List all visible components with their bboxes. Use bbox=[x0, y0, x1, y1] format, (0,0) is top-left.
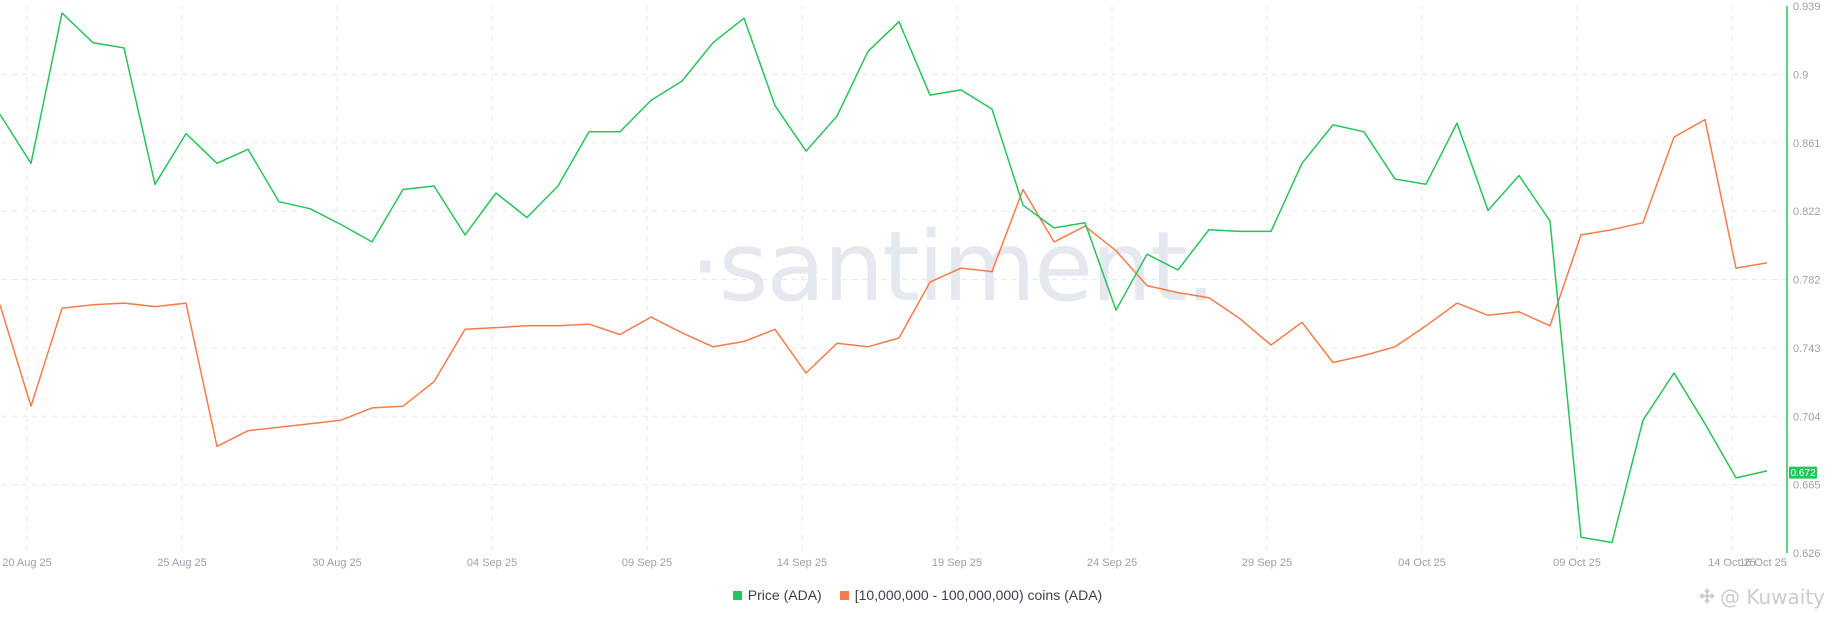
x-axis-ticks: 20 Aug 25 25 Aug 25 30 Aug 25 04 Sep 25 09 S… bbox=[2, 557, 1787, 569]
x-tick-label: 29 Sep 25 bbox=[1242, 557, 1292, 569]
y-tick-label: 0.9 bbox=[1793, 69, 1808, 81]
x-tick-label: 19 Sep 25 bbox=[932, 557, 982, 569]
santiment-watermark: ·santiment. bbox=[690, 211, 1214, 323]
x-tick-label: 14 Sep 25 bbox=[777, 557, 827, 569]
binance-logo-icon bbox=[1699, 588, 1715, 604]
price-line bbox=[0, 12, 1768, 544]
x-tick-label: 30 Aug 25 bbox=[312, 557, 362, 569]
legend-label-holders: [10,000,000 - 100,000,000) coins (ADA) bbox=[854, 587, 1103, 603]
last-price-tag-bg bbox=[1789, 466, 1817, 479]
y-tick-label: 0.939 bbox=[1793, 1, 1821, 13]
x-tick-label: 14 Oct 25 bbox=[1708, 557, 1756, 569]
y-axis-ticks: 0.626 0.665 0.704 0.743 0.782 0.822 0.861 0.9 0.… bbox=[1793, 1, 1821, 560]
legend-item-holders[interactable]: [10,000,000 - 100,000,000) coins (ADA) bbox=[839, 587, 1103, 603]
x-tick-label: 09 Sep 25 bbox=[622, 557, 672, 569]
last-price-tag-text: 0.672 bbox=[1790, 468, 1815, 479]
holders-line bbox=[0, 118, 1768, 448]
legend-item-price[interactable]: Price (ADA) bbox=[732, 587, 822, 603]
x-tick-label: 25 Aug 25 bbox=[157, 557, 207, 569]
last-price-tag: 0.672 bbox=[1789, 466, 1817, 479]
legend-swatch-holders bbox=[839, 590, 849, 600]
x-tick-label: 16 Oct 25 bbox=[1739, 557, 1787, 569]
y-tick-label: 0.743 bbox=[1793, 343, 1821, 355]
x-tick-label: 04 Oct 25 bbox=[1398, 557, 1446, 569]
x-tick-label: 20 Aug 25 bbox=[2, 557, 52, 569]
grid-lines bbox=[2, 6, 1787, 553]
legend-label-price: Price (ADA) bbox=[747, 587, 822, 603]
kuwaity-watermark: @ Kuwaity bbox=[1698, 585, 1825, 609]
legend-swatch-price bbox=[732, 590, 742, 600]
x-tick-label: 09 Oct 25 bbox=[1553, 557, 1601, 569]
y-tick-label: 0.861 bbox=[1793, 138, 1821, 150]
chart-legend: Price (ADA) [10,000,000 - 100,000,000) c… bbox=[0, 587, 1835, 603]
series-lines bbox=[0, 12, 1768, 544]
y-tick-label: 0.822 bbox=[1793, 206, 1821, 218]
y-tick-label: 0.626 bbox=[1793, 548, 1821, 560]
y-tick-label: 0.782 bbox=[1793, 275, 1821, 287]
x-tick-label: 04 Sep 25 bbox=[467, 557, 517, 569]
y-tick-label: 0.704 bbox=[1793, 411, 1821, 423]
x-tick-label: 24 Sep 25 bbox=[1087, 557, 1137, 569]
kuwaity-text: @ Kuwaity bbox=[1720, 585, 1825, 609]
y-tick-label: 0.665 bbox=[1793, 480, 1821, 492]
